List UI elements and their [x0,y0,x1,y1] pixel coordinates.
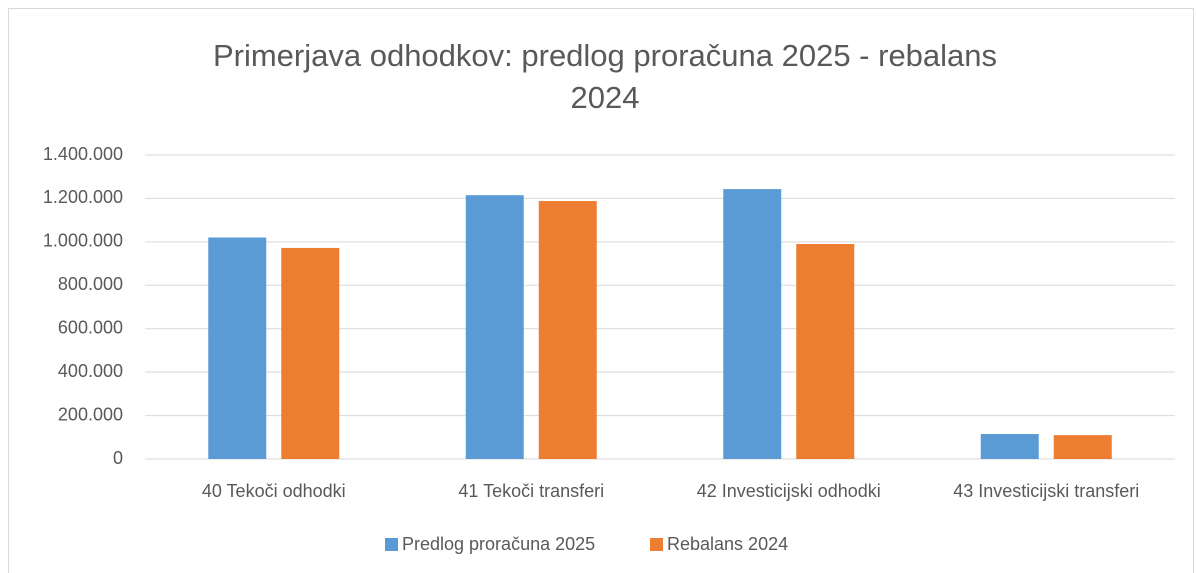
y-tick-label: 1.000.000 [43,231,123,251]
legend-label: Rebalans 2024 [667,534,788,554]
y-tick-label: 800.000 [58,274,123,294]
bar [538,201,597,459]
legend-swatch [650,538,663,551]
bar [723,189,782,459]
bar [1053,435,1112,459]
y-tick-label: 200.000 [58,404,123,424]
x-tick-label: 43 Investicijski transferi [953,481,1139,501]
chart-title: Primerjava odhodkov: predlog proračuna 2… [213,38,997,73]
y-tick-label: 0 [113,448,123,468]
bar [208,237,267,459]
x-tick-label: 41 Tekoči transferi [458,481,604,501]
x-tick-label: 42 Investicijski odhodki [697,481,881,501]
bar [796,244,855,459]
bar [980,434,1039,459]
chart-title: 2024 [571,80,640,115]
y-tick-label: 1.200.000 [43,187,123,207]
bar [465,195,524,459]
y-tick-label: 1.400.000 [43,144,123,164]
bar [281,247,340,459]
x-tick-label: 40 Tekoči odhodki [202,481,346,501]
legend-label: Predlog proračuna 2025 [402,534,595,554]
legend-swatch [385,538,398,551]
y-tick-label: 400.000 [58,361,123,381]
chart-border [8,8,1194,573]
y-tick-label: 600.000 [58,317,123,337]
